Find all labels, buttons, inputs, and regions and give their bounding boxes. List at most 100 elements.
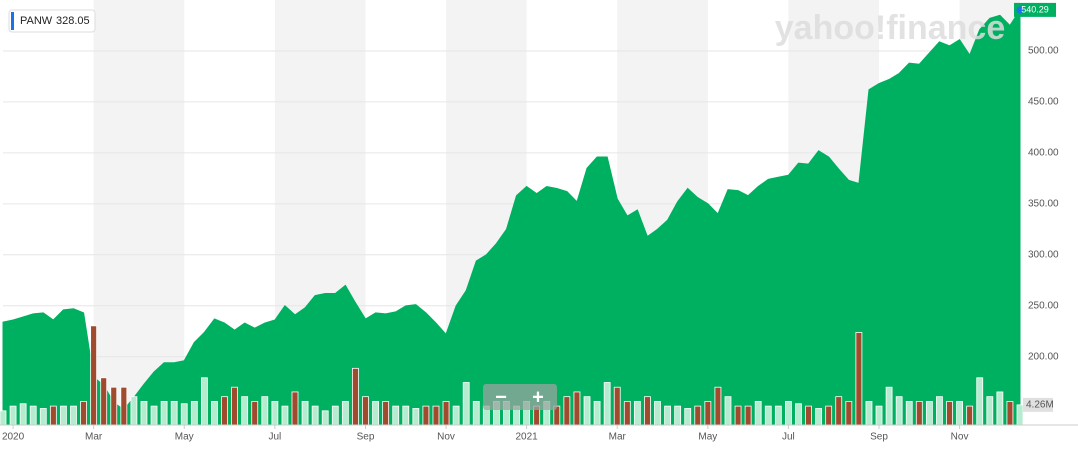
volume-bar <box>231 386 238 426</box>
volume-bar <box>29 405 37 426</box>
watermark: yahoo!finance <box>775 9 1005 47</box>
volume-bar <box>593 400 601 426</box>
zoom-panel <box>483 384 557 410</box>
zoom-controls: − + <box>483 384 557 410</box>
x-tick-label: Mar <box>85 432 103 443</box>
volume-bar <box>39 408 47 426</box>
volume-bar <box>795 403 802 426</box>
volume-bar <box>372 400 379 426</box>
volume-bar <box>49 405 57 426</box>
volume-bar <box>714 386 722 426</box>
volume-bar <box>825 405 833 426</box>
volume-bar <box>915 400 923 426</box>
volume-bar <box>674 405 682 426</box>
volume-bar <box>1006 400 1014 426</box>
x-tick-label: May <box>175 432 194 443</box>
volume-bar <box>110 386 118 426</box>
y-tick-label: 200.00 <box>1028 351 1059 362</box>
volume-bar <box>946 400 953 426</box>
volume-bar <box>140 400 148 426</box>
axes: 200.00 250.00 300.00 350.00 400.00 450.00 500.… <box>0 2 1078 443</box>
y-tick-label: 300.00 <box>1028 249 1059 260</box>
volume-bar <box>664 405 671 426</box>
y-tick-label: 350.00 <box>1028 198 1059 209</box>
price-area <box>2 8 1021 426</box>
volume-bar <box>845 400 853 426</box>
volume-bar <box>261 396 269 426</box>
volume-bar <box>130 396 138 426</box>
volume-bar <box>160 400 168 426</box>
volume-bar <box>392 405 400 426</box>
y-tick-label: 400.00 <box>1028 148 1059 159</box>
volume-bar <box>472 400 480 426</box>
volume-bar <box>644 396 651 426</box>
zoom-out-button[interactable]: − <box>495 386 507 408</box>
volume-bar <box>925 400 933 426</box>
volume-bar <box>875 405 883 426</box>
volume-bar <box>241 396 249 426</box>
volume-bar <box>835 396 843 426</box>
x-tick-label: Nov <box>951 432 969 443</box>
volume-bar <box>694 405 702 426</box>
legend: PANW 328.05 <box>8 9 96 33</box>
volume-bar <box>382 400 390 426</box>
volume-bar <box>70 405 77 426</box>
volume-bar <box>321 410 329 426</box>
volume-bar <box>211 400 218 426</box>
volume-bar <box>936 396 943 426</box>
volume-bar <box>251 400 259 426</box>
last-price-label: 540.29 <box>1021 4 1049 14</box>
volume-bar <box>774 405 782 426</box>
volume-bar <box>744 405 752 426</box>
volume-bar <box>805 405 812 426</box>
volume-bar <box>331 405 339 426</box>
volume-bar <box>996 391 1004 426</box>
volume-bar <box>200 377 208 426</box>
volume-bar <box>724 396 732 426</box>
volume-bar <box>684 408 692 426</box>
volume-bar <box>986 396 994 426</box>
volume-bar <box>573 391 581 426</box>
volume-bar <box>281 405 289 426</box>
volume-bar <box>956 400 963 426</box>
volume-bar <box>301 400 309 426</box>
volume-bar <box>442 400 450 426</box>
volume-bar <box>976 377 984 426</box>
volume-bar <box>966 405 974 426</box>
volume-bar <box>271 400 279 426</box>
volume-bar <box>855 332 863 426</box>
volume-bar <box>422 405 430 426</box>
volume-bar <box>563 396 571 426</box>
x-tick-label: 2021 <box>515 432 538 443</box>
x-tick-label: May <box>698 432 717 443</box>
volume-bar <box>100 377 108 426</box>
volume-bar <box>180 403 188 426</box>
volume-bar <box>613 386 621 426</box>
volume-bar <box>80 400 87 426</box>
zoom-in-button[interactable]: + <box>532 386 544 408</box>
volume-bar <box>654 400 661 426</box>
volume-bar <box>704 400 712 426</box>
last-price-box <box>1014 2 1056 17</box>
x-tick-label: Sep <box>870 432 888 443</box>
volume-bar <box>90 325 98 426</box>
volume-bar <box>895 396 903 426</box>
volume-bar <box>754 400 762 426</box>
volume-bar <box>221 396 228 426</box>
volume-bar <box>462 382 470 426</box>
volume-bar <box>170 400 178 426</box>
volume-bar <box>623 400 631 426</box>
volume-bar <box>190 400 198 426</box>
volume-bar <box>1016 404 1024 426</box>
volume-bar <box>9 405 17 426</box>
volume-bar <box>291 391 299 426</box>
x-tick-label: Nov <box>437 432 455 443</box>
volume-bar <box>865 400 873 426</box>
volume-bar <box>633 400 641 426</box>
x-tick-label: Mar <box>609 432 627 443</box>
volume-bar <box>734 405 742 426</box>
x-tick-label: Jul <box>268 432 281 443</box>
volume-bar <box>0 410 7 426</box>
month-band <box>93 0 185 425</box>
legend-swatch <box>11 12 14 30</box>
